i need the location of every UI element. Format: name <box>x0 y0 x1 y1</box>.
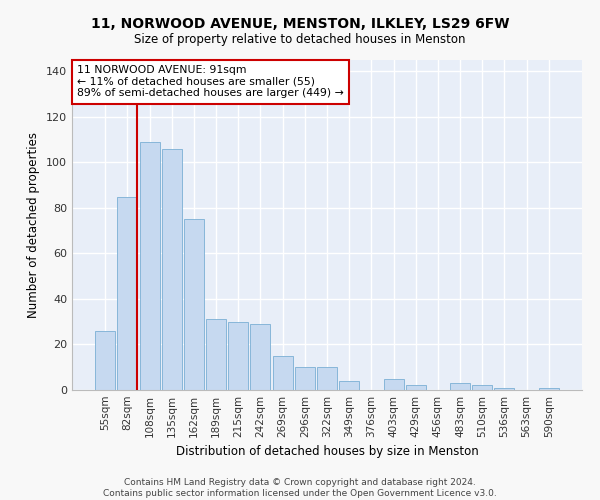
Y-axis label: Number of detached properties: Number of detached properties <box>28 132 40 318</box>
Bar <box>118 196 137 390</box>
Bar <box>162 149 182 390</box>
X-axis label: Distribution of detached houses by size in Menston: Distribution of detached houses by size … <box>176 446 478 458</box>
Bar <box>250 324 271 390</box>
Bar <box>494 388 514 390</box>
Bar <box>272 356 293 390</box>
Bar <box>450 383 470 390</box>
Bar <box>383 378 404 390</box>
Bar <box>206 320 226 390</box>
Text: 11 NORWOOD AVENUE: 91sqm
← 11% of detached houses are smaller (55)
89% of semi-d: 11 NORWOOD AVENUE: 91sqm ← 11% of detach… <box>77 65 344 98</box>
Text: 11, NORWOOD AVENUE, MENSTON, ILKLEY, LS29 6FW: 11, NORWOOD AVENUE, MENSTON, ILKLEY, LS2… <box>91 18 509 32</box>
Bar <box>184 220 204 390</box>
Bar <box>317 367 337 390</box>
Bar <box>539 388 559 390</box>
Bar <box>95 331 115 390</box>
Bar <box>406 386 426 390</box>
Bar <box>140 142 160 390</box>
Bar <box>472 386 492 390</box>
Bar <box>295 367 315 390</box>
Text: Contains HM Land Registry data © Crown copyright and database right 2024.
Contai: Contains HM Land Registry data © Crown c… <box>103 478 497 498</box>
Bar <box>339 381 359 390</box>
Bar <box>228 322 248 390</box>
Text: Size of property relative to detached houses in Menston: Size of property relative to detached ho… <box>134 32 466 46</box>
